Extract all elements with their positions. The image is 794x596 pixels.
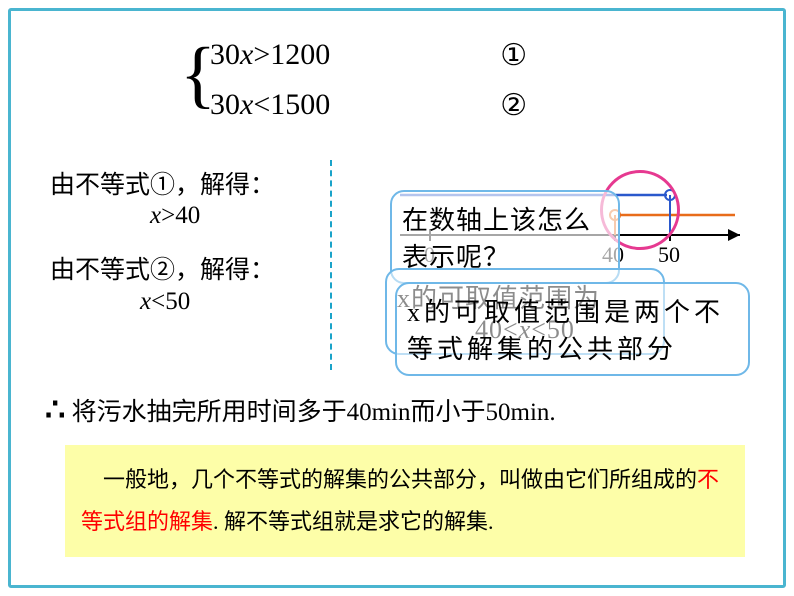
step1-solution: x>40 <box>150 202 200 230</box>
inequality-1: 30x>1200 ① <box>210 30 527 80</box>
inequality-2: 30x<1500 ② <box>210 80 527 130</box>
svg-text:50: 50 <box>658 242 680 267</box>
eq1-rest: >1200 <box>253 38 330 72</box>
step2-text: 由不等式②，解得： <box>50 250 275 286</box>
left-brace: { <box>180 30 216 120</box>
sol2-var: x <box>140 288 151 315</box>
step2-solution: x<50 <box>140 288 190 316</box>
conclusion: ∴ 将污水抽完所用时间多于40min而小于50min. <box>45 390 556 428</box>
step1-text: 由不等式①，解得： <box>50 165 275 201</box>
slide-content: { 30x>1200 ① 30x<1500 ② 由不等式①，解得： x>40 由… <box>20 20 774 576</box>
summary-part2: . 解不等式组就是求它的解集. <box>213 509 494 534</box>
eq1-var: x <box>240 38 253 72</box>
sol1-var: x <box>150 202 161 229</box>
inequality-system: { 30x>1200 ① 30x<1500 ② <box>210 30 527 130</box>
callout3-text: x的可取值范围是两个不等式解集的公共部分 <box>407 298 724 364</box>
therefore-symbol: ∴ <box>45 391 65 427</box>
conclusion-text: 将污水抽完所用时间多于40min而小于50min. <box>72 399 556 426</box>
eq2-rest: <1500 <box>253 88 330 122</box>
sol1-rest: >40 <box>161 202 200 229</box>
summary-box: 一般地，几个不等式的解集的公共部分，叫做由它们所组成的不等式组的解集. 解不等式… <box>65 445 745 557</box>
callout-explanation: x的可取值范围是两个不等式解集的公共部分 <box>395 282 750 376</box>
vertical-divider <box>330 160 332 370</box>
eq2-number: ② <box>500 88 527 123</box>
callout1-text: 在数轴上该怎么表示呢？ <box>402 206 591 272</box>
eq1-number: ① <box>500 38 527 73</box>
eq2-var: x <box>240 88 253 122</box>
summary-part1: 一般地，几个不等式的解集的公共部分，叫做由它们所组成的 <box>103 467 697 492</box>
sol2-rest: <50 <box>151 288 190 315</box>
